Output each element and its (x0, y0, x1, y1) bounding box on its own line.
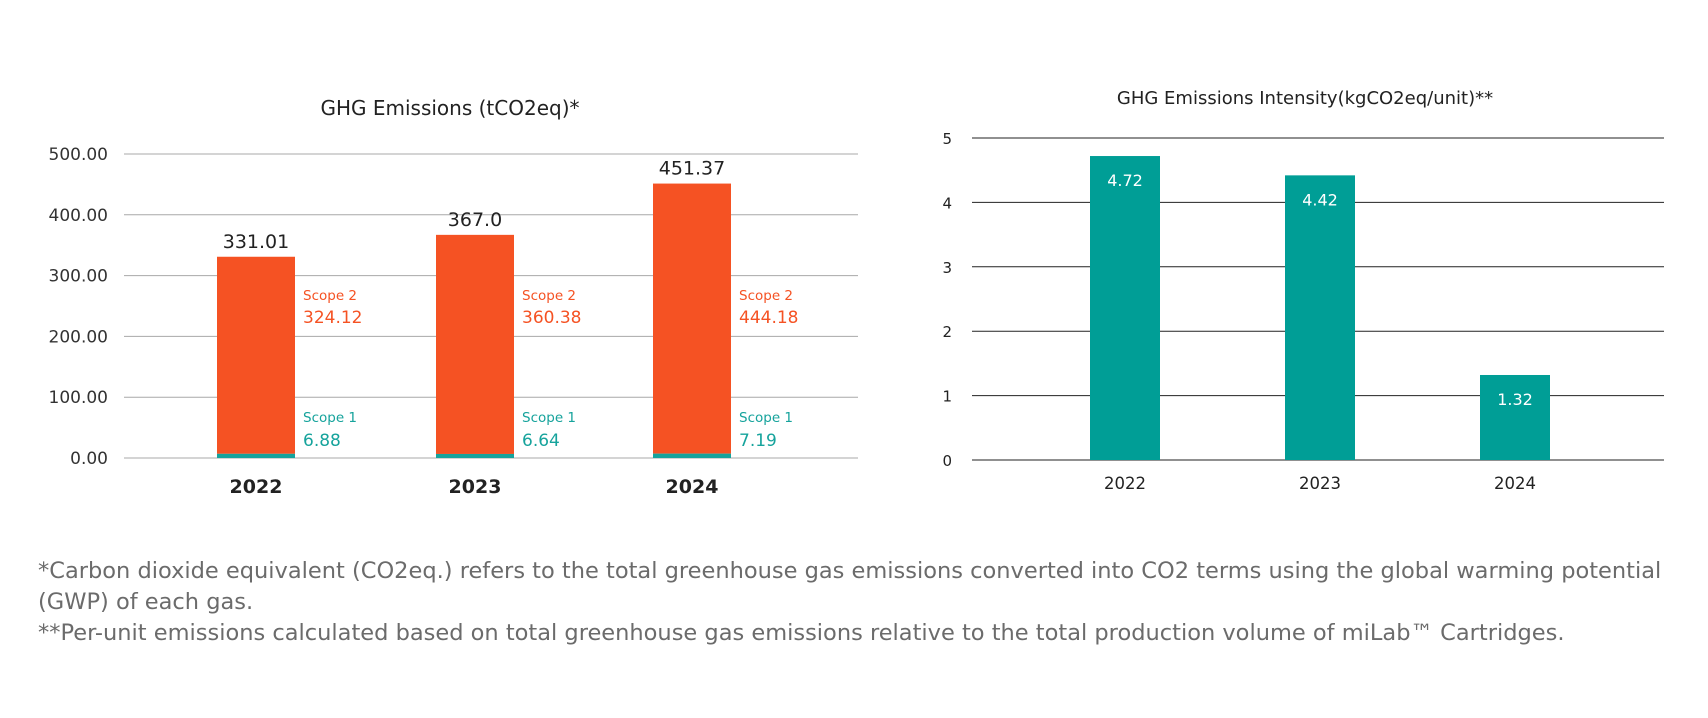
scope2-name-label: Scope 2 (303, 288, 357, 304)
scope2-value-label: 444.18 (739, 308, 798, 328)
chart-title: GHG Emissions Intensity(kgCO2eq/unit)** (1117, 88, 1493, 109)
ghg-emissions-chart: GHG Emissions (tCO2eq)* 0.00 100.00 200.00 3… (49, 96, 858, 498)
scope2-value-label: 324.12 (303, 308, 362, 328)
scope1-name-label: Scope 1 (522, 410, 576, 426)
x-tick-label: 2024 (666, 476, 719, 498)
x-tick-label: 2023 (449, 476, 502, 498)
scope1-value-label: 6.88 (303, 431, 341, 451)
scope1-name-label: Scope 1 (739, 410, 793, 426)
y-tick-label: 0.00 (70, 449, 108, 469)
bar-scope2 (653, 183, 731, 454)
scope2-name-label: Scope 2 (739, 288, 793, 304)
intensity-bar (1480, 374, 1550, 460)
y-tick-label: 5 (942, 130, 952, 148)
scope2-name-label: Scope 2 (522, 288, 576, 304)
bar-scope1 (436, 453, 514, 458)
bar-scope1 (217, 453, 295, 458)
x-tick-label: 2022 (1104, 474, 1146, 493)
ghg-intensity-chart: GHG Emissions Intensity(kgCO2eq/unit)** 0… (942, 88, 1664, 493)
y-tick-label: 500.00 (49, 145, 108, 165)
bar-value-label: 4.72 (1107, 171, 1143, 190)
y-tick-label: 3 (942, 259, 952, 277)
total-label: 331.01 (223, 231, 289, 253)
y-tick-label: 1 (942, 388, 952, 406)
y-tick-label: 0 (942, 452, 952, 470)
bar-value-label: 1.32 (1497, 390, 1533, 409)
x-tick-label: 2022 (230, 476, 283, 498)
x-tick-label: 2023 (1299, 474, 1341, 493)
total-label: 451.37 (659, 158, 725, 180)
intensity-bar (1090, 156, 1160, 461)
scope1-value-label: 6.64 (522, 431, 560, 451)
bar-scope2 (436, 234, 514, 454)
chart-title: GHG Emissions (tCO2eq)* (320, 96, 579, 120)
bar-scope1 (653, 453, 731, 458)
total-label: 367.0 (448, 209, 502, 231)
y-tick-label: 2 (942, 323, 952, 341)
y-tick-label: 300.00 (49, 267, 108, 287)
intensity-bar (1285, 175, 1355, 461)
scope1-name-label: Scope 1 (303, 410, 357, 426)
scope2-value-label: 360.38 (522, 308, 581, 328)
x-tick-label: 2024 (1494, 474, 1536, 493)
bar-value-label: 4.42 (1302, 190, 1338, 209)
y-tick-label: 4 (942, 194, 952, 212)
footnotes: *Carbon dioxide equivalent (CO2eq.) refe… (38, 556, 1678, 649)
bar-scope2 (217, 256, 295, 454)
footnote-co2eq: *Carbon dioxide equivalent (CO2eq.) refe… (38, 558, 1662, 615)
y-tick-label: 400.00 (49, 206, 108, 226)
y-tick-label: 100.00 (49, 388, 108, 408)
scope1-value-label: 7.19 (739, 431, 777, 451)
footnote-per-unit: **Per-unit emissions calculated based on… (38, 620, 1565, 646)
y-tick-label: 200.00 (49, 327, 108, 347)
